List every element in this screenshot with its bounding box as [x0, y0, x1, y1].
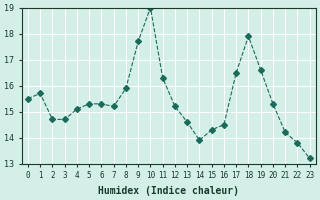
X-axis label: Humidex (Indice chaleur): Humidex (Indice chaleur) — [98, 186, 239, 196]
